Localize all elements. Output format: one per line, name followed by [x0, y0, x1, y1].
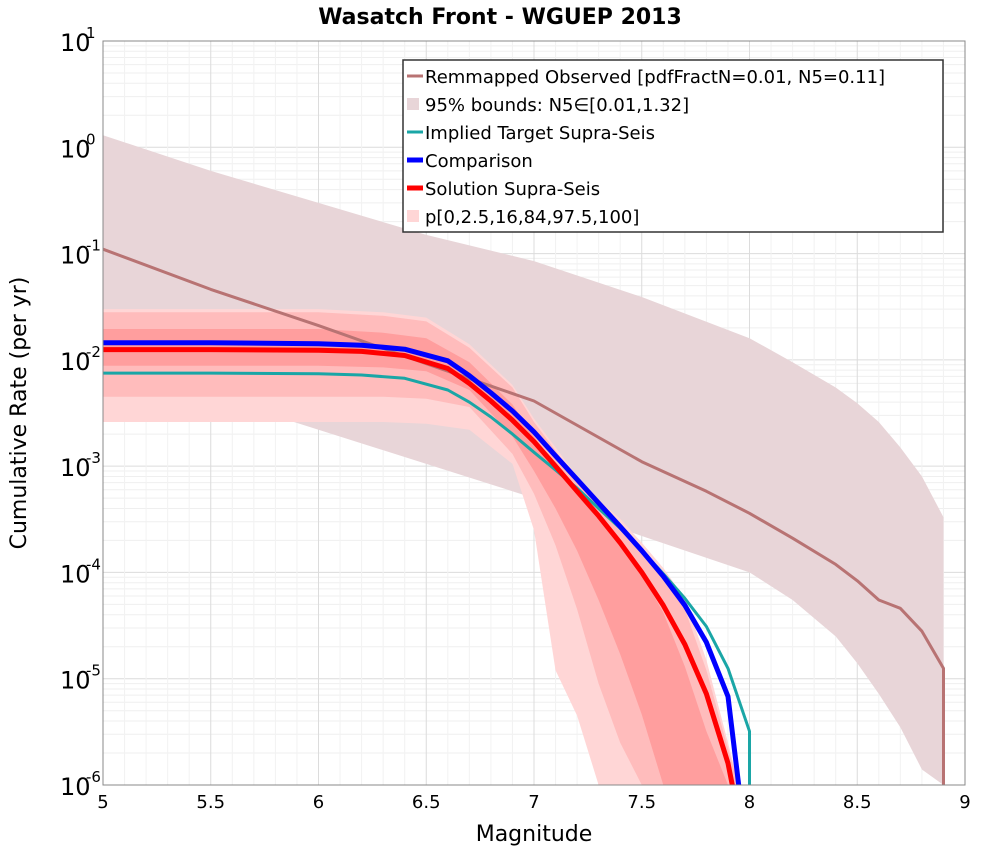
legend-label: Implied Target Supra-Seis	[425, 123, 655, 144]
y-tick-exponent: -6	[86, 768, 101, 786]
chart-title: Wasatch Front - WGUEP 2013	[318, 5, 682, 30]
legend-entry: p[0,2.5,16,84,97.5,100]	[407, 207, 639, 228]
x-tick-label: 6.5	[412, 792, 441, 813]
y-tick-label: 100	[60, 130, 96, 163]
band-1	[103, 309, 739, 785]
band-3	[103, 329, 728, 785]
x-tick-label: 5.5	[196, 792, 225, 813]
plot-frame	[102, 40, 966, 786]
x-tick-label: 8	[744, 792, 755, 813]
y-tick-label: 10-1	[60, 237, 101, 270]
legend-entry: Implied Target Supra-Seis	[407, 123, 655, 144]
y-tick-base: 10	[60, 242, 91, 270]
y-tick-base: 10	[60, 135, 91, 163]
x-tick-label: 9	[959, 792, 970, 813]
y-tick-exponent: -1	[86, 237, 101, 255]
y-tick-base: 10	[60, 773, 91, 801]
series-line-1	[103, 371, 751, 785]
y-tick-exponent: -2	[86, 343, 101, 361]
legend-entry: Remmapped Observed [pdfFractN=0.01, N5=0…	[407, 67, 885, 88]
y-tick-base: 10	[60, 667, 91, 695]
x-tick-label: 7	[528, 792, 539, 813]
y-tick-label: 10-4	[60, 555, 101, 588]
legend-label: Remmapped Observed [pdfFractN=0.01, N5=0…	[425, 67, 885, 88]
legend-label: 95% bounds: N5∈[0.01,1.32]	[425, 95, 689, 116]
y-tick-exponent: -3	[86, 449, 101, 467]
y-tick-base: 10	[60, 29, 91, 57]
y-tick-label: 10-2	[60, 343, 101, 376]
legend-entry: 95% bounds: N5∈[0.01,1.32]	[407, 95, 689, 116]
y-tick-base: 10	[60, 454, 91, 482]
x-tick-label: 7.5	[627, 792, 656, 813]
bands	[103, 135, 944, 785]
y-tick-label: 10-5	[60, 662, 101, 695]
y-tick-base: 10	[60, 348, 91, 376]
series-lines	[102, 247, 945, 786]
y-tick-base: 10	[60, 560, 91, 588]
x-tick-label: 8.5	[843, 792, 872, 813]
legend-entry: Solution Supra-Seis	[407, 179, 600, 200]
legend: Remmapped Observed [pdfFractN=0.01, N5=0…	[402, 59, 944, 233]
y-axis-label: Cumulative Rate (per yr)	[7, 277, 32, 550]
y-tick-exponent: -5	[86, 662, 101, 680]
legend-label: p[0,2.5,16,84,97.5,100]	[425, 207, 639, 228]
x-tick-label: 5	[97, 792, 108, 813]
legend-box	[402, 59, 944, 233]
x-tick-label: 6	[313, 792, 324, 813]
y-tick-label: 101	[60, 24, 96, 57]
legend-label: Comparison	[425, 151, 533, 172]
y-tick-label: 10-3	[60, 449, 101, 482]
legend-swatch	[407, 98, 419, 110]
series-line-3	[103, 347, 735, 786]
y-tick-exponent: -4	[86, 555, 101, 573]
legend-entry: Comparison	[407, 151, 533, 172]
x-axis-label: Magnitude	[476, 822, 593, 847]
legend-swatch	[407, 210, 419, 222]
y-tick-exponent: 1	[86, 24, 96, 42]
x-tick-labels: 5 5.5 6 6.5 7 7.5 8 8.5 9	[97, 792, 970, 813]
y-tick-exponent: 0	[86, 130, 96, 148]
legend-label: Solution Supra-Seis	[425, 179, 600, 200]
y-tick-label: 10-6	[60, 768, 101, 801]
series-line-2	[103, 340, 742, 786]
